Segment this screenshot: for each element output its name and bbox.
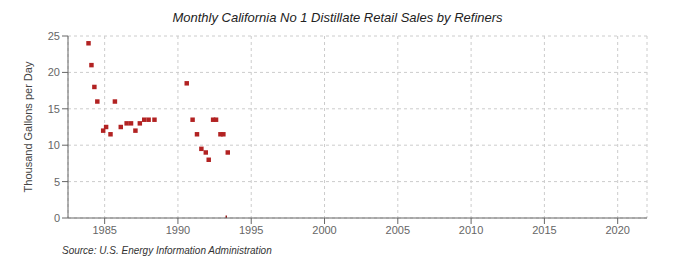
svg-text:15: 15 (48, 103, 60, 115)
svg-text:Thousand Gallons per Day: Thousand Gallons per Day (22, 61, 34, 192)
svg-text:1990: 1990 (166, 224, 190, 236)
svg-text:2015: 2015 (532, 224, 556, 236)
svg-text:0: 0 (54, 212, 60, 224)
svg-text:2020: 2020 (605, 224, 629, 236)
html-text:Source: U.S. Energy Informatio: Source: U.S. Energy Information Administ… (62, 245, 272, 256)
svg-text:1985: 1985 (92, 224, 116, 236)
html-text:Monthly California No 1 Distil: Monthly California No 1 Distillate Retai… (172, 10, 503, 25)
svg-text:2000: 2000 (312, 224, 336, 236)
svg-text:10: 10 (48, 139, 60, 151)
svg-text:2005: 2005 (386, 224, 410, 236)
svg-text:20: 20 (48, 66, 60, 78)
svg-text:1995: 1995 (239, 224, 263, 236)
svg-text:2010: 2010 (459, 224, 483, 236)
svg-text:25: 25 (48, 30, 60, 42)
svg-text:5: 5 (54, 176, 60, 188)
